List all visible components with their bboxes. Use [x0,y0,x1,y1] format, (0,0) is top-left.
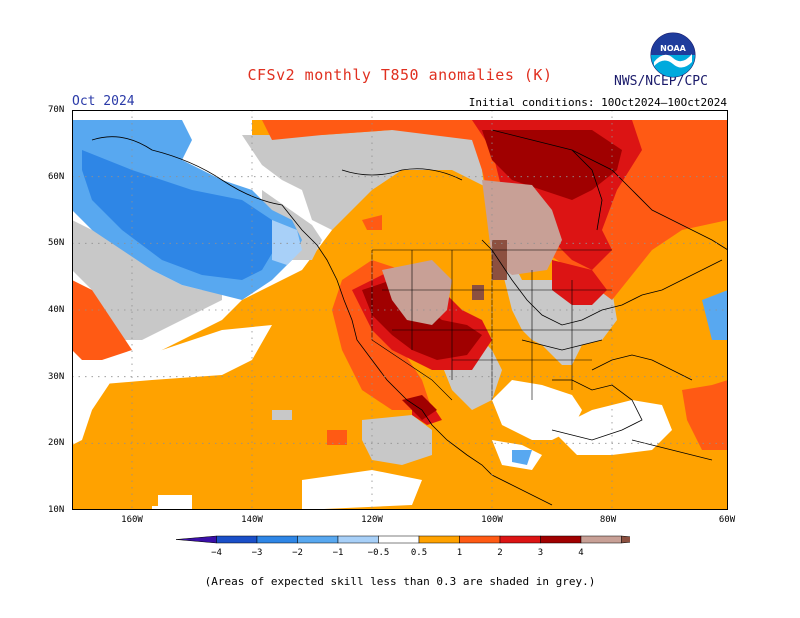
initial-conditions: Initial conditions: 10Oct2024–10Oct2024 [468,96,727,109]
lon-label-160w: 160W [121,515,143,525]
state-boundaries [371,249,612,401]
neutral-gulf-patch [492,380,582,440]
atlantic-blue-patch [702,290,728,340]
colorbar-label: 3 [538,548,543,557]
colorbar-segment [459,535,501,544]
dark-red-anomaly-canada [482,130,622,200]
colorbar-label: 2 [497,548,502,557]
noaa-logo-icon: NOAA [650,32,696,78]
graticule [72,110,728,510]
forecast-period: Oct 2024 [72,94,135,109]
colorbar-segment [418,535,460,544]
low-skill-grey-mexico [362,415,432,465]
coastline-boundaries [91,129,728,506]
colorbar-segment [216,535,258,544]
anomaly-map [72,110,728,510]
extreme-anomaly-brown-core [492,240,507,280]
colorbar-segment [256,535,298,544]
colorbar-label: 1 [457,548,462,557]
colorbar-label: −3 [252,548,263,557]
low-skill-grey-region [242,130,617,365]
colorbar-label: 4 [578,548,583,557]
colorbar-label: −1 [333,548,344,557]
lon-label-60w: 60W [718,515,736,525]
colorbar-label: −2 [292,548,303,557]
colorbar-label: −4 [211,548,222,557]
lon-label-100w: 100W [481,515,503,525]
lon-label-140w: 140W [241,515,263,525]
lat-label-30n: 30N [48,372,65,382]
lat-label-50n: 50N [48,238,65,248]
orange-red-anomaly-atlantic [682,380,728,450]
skill-footnote: (Areas of expected skill less than 0.3 a… [204,575,596,588]
orange-red-anomaly-west [72,280,132,360]
colorbar-segment [337,535,379,544]
colorbar-segment [175,535,217,544]
colorbar-label: 0.5 [411,548,427,557]
colorbar-segment [580,535,622,544]
lat-label-40n: 40N [48,305,65,315]
map-frame [72,110,728,510]
strong-negative-anomaly-region [82,150,277,280]
svg-text:NOAA: NOAA [660,44,686,53]
colorbar-segment [499,535,541,544]
colorbar-segment [378,535,420,544]
lon-label-120w: 120W [361,515,383,525]
lat-label-20n: 20N [48,438,65,448]
map-title: CFSv2 monthly T850 anomalies (K) [247,66,553,84]
agency-label: NWS/NCEP/CPC [614,74,708,89]
colorbar-segment [540,535,582,544]
colorbar-label: −0.5 [368,548,390,557]
lat-label-10n: 10N [48,505,65,515]
colorbar-segment [621,535,630,544]
neutral-pacific-patch [92,325,272,385]
lon-label-80w: 80W [599,515,617,525]
colorbar-legend: −4 −3 −2 −1 −0.5 0.5 1 2 3 4 [175,535,630,557]
lat-label-60n: 60N [48,172,65,182]
colorbar-segment [297,535,339,544]
lat-label-70n: 70N [48,105,65,115]
